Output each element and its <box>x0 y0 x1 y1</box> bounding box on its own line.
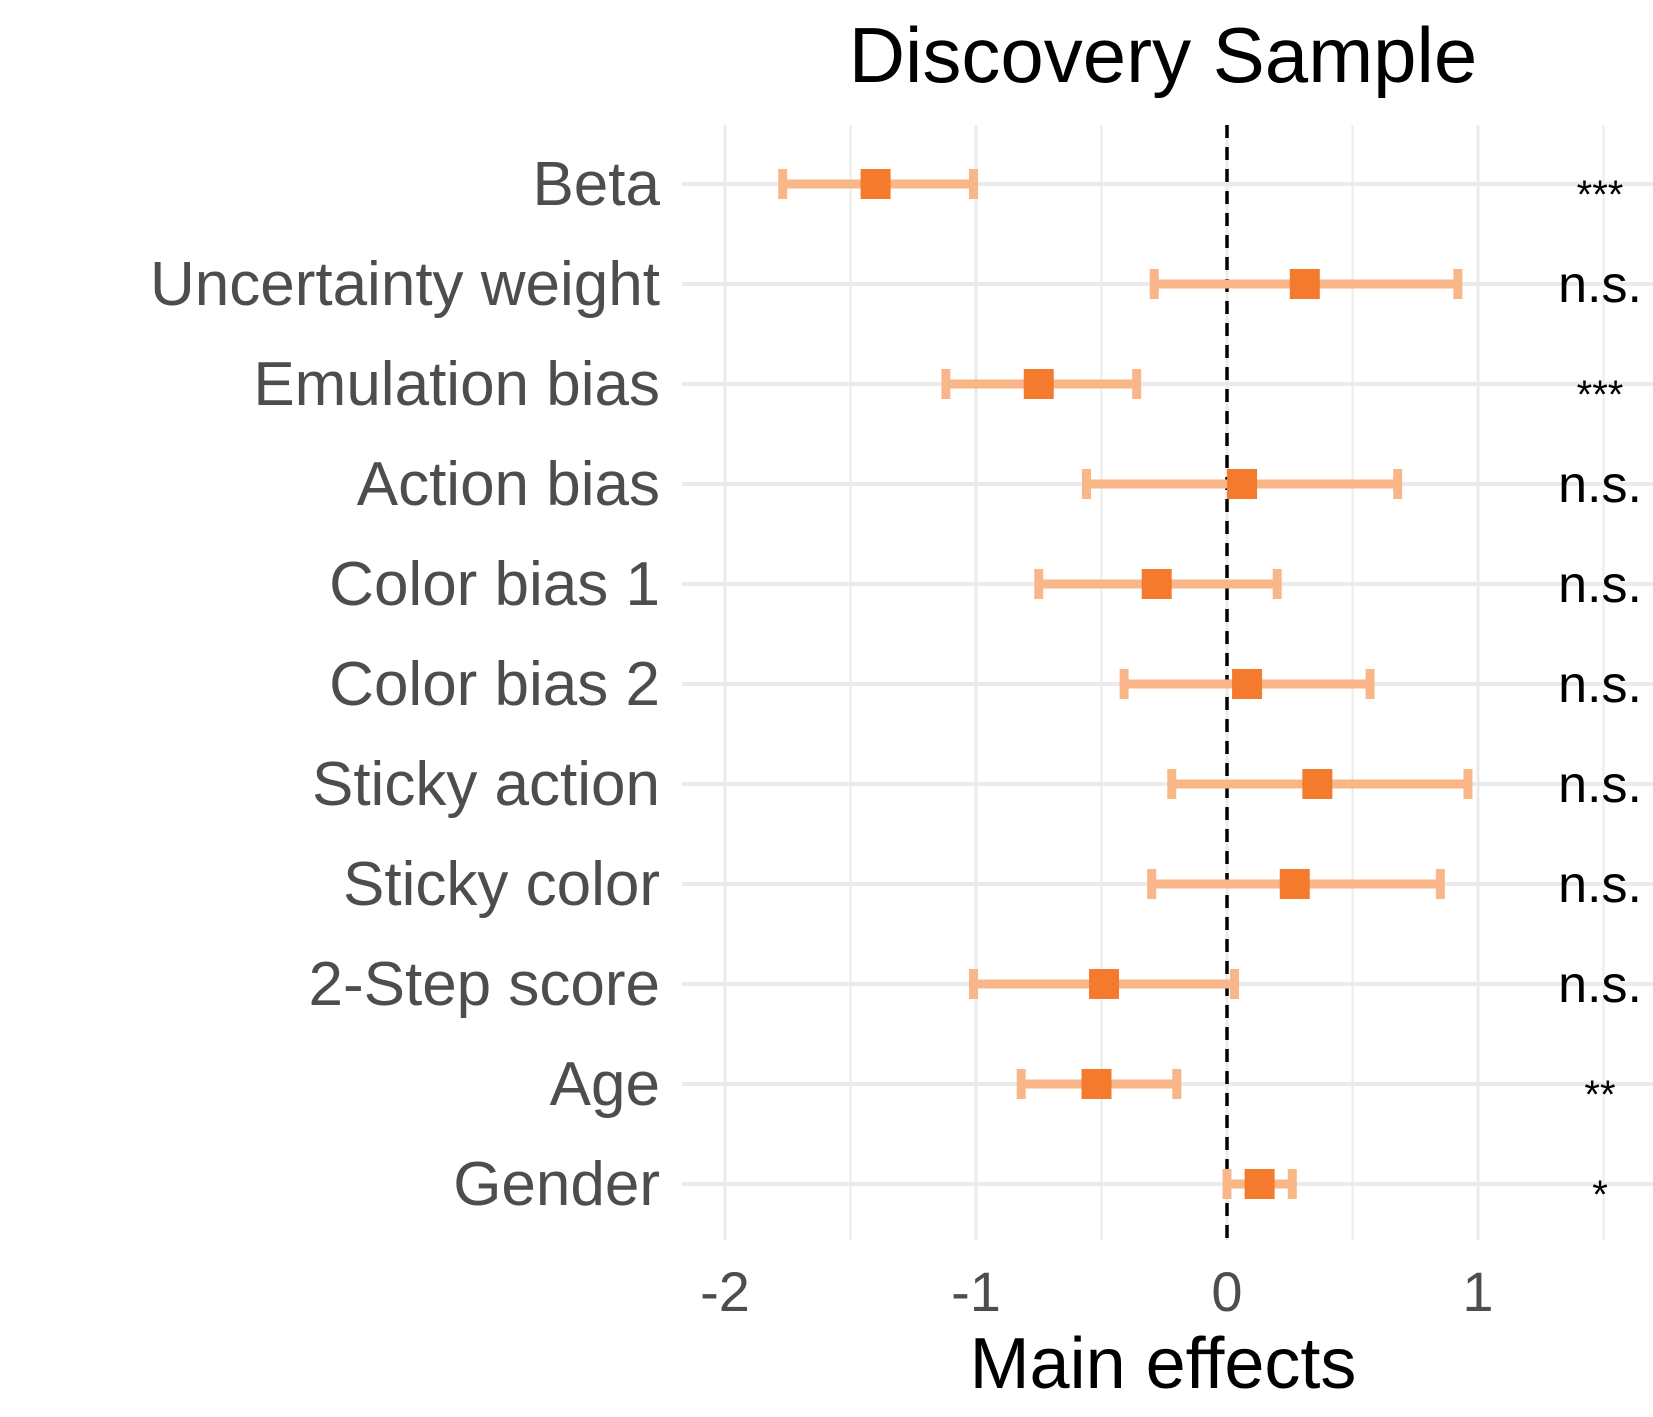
significance-label: n.s. <box>1558 556 1642 614</box>
chart-title: Discovery Sample <box>849 11 1478 99</box>
category-label: Beta <box>532 150 660 219</box>
category-label: Sticky action <box>312 750 660 819</box>
x-tick-label: 0 <box>1211 1260 1242 1323</box>
category-label: Color bias 1 <box>329 550 660 619</box>
significance-label: n.s. <box>1558 256 1642 314</box>
significance-label: ** <box>1584 1073 1615 1117</box>
estimate-point <box>1023 369 1054 399</box>
significance-label: *** <box>1577 173 1624 217</box>
significance-label: n.s. <box>1558 756 1642 814</box>
significance-label: n.s. <box>1558 456 1642 514</box>
category-label: Emulation bias <box>253 350 660 419</box>
x-axis-label: Main effects <box>970 1324 1357 1404</box>
category-label: Age <box>550 1050 660 1119</box>
estimate-point <box>860 169 891 199</box>
estimate-point <box>1244 1169 1275 1199</box>
category-label: Color bias 2 <box>329 650 660 719</box>
category-label: 2-Step score <box>308 950 660 1019</box>
x-tick-labels: -2 -1 0 1 <box>700 1260 1493 1323</box>
estimate-point <box>1289 269 1320 299</box>
significance-label: n.s. <box>1558 856 1642 914</box>
significance-label: n.s. <box>1558 656 1642 714</box>
category-label: Sticky color <box>343 850 660 919</box>
x-tick-label: 1 <box>1462 1260 1493 1323</box>
estimate-point <box>1081 1069 1112 1099</box>
estimate-point <box>1089 969 1120 999</box>
category-label: Uncertainty weight <box>150 250 660 319</box>
significance-label: *** <box>1577 373 1624 417</box>
significance-label: * <box>1592 1173 1608 1217</box>
estimate-point <box>1232 669 1263 699</box>
x-tick-label: -2 <box>700 1260 750 1323</box>
estimate-point <box>1279 869 1310 899</box>
point-layer <box>860 169 1333 1199</box>
category-label: Gender <box>453 1150 660 1219</box>
significance-labels: ***n.s.***n.s.n.s.n.s.n.s.n.s.n.s.*** <box>1558 173 1642 1217</box>
category-labels: Beta Uncertainty weight Emulation bias Acti… <box>150 150 661 1219</box>
estimate-point <box>1302 769 1333 799</box>
category-label: Action bias <box>357 450 660 519</box>
x-tick-label: -1 <box>951 1260 1001 1323</box>
estimate-point <box>1141 569 1172 599</box>
significance-label: n.s. <box>1558 956 1642 1014</box>
estimate-point <box>1227 469 1258 499</box>
